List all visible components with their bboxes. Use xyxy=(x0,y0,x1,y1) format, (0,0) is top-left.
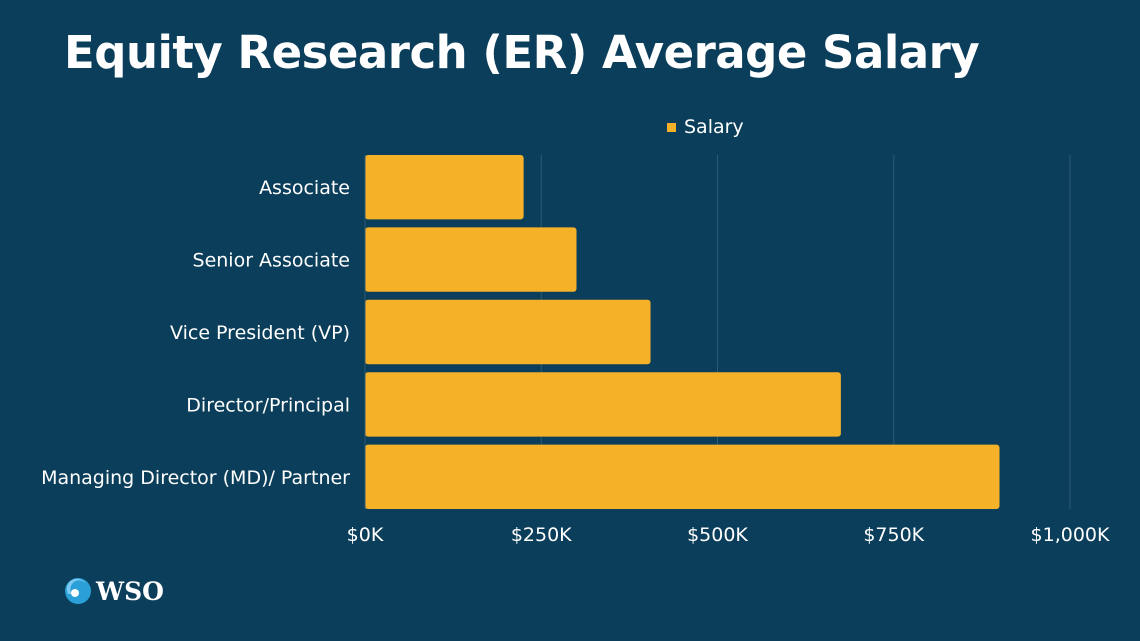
category-label: Vice President (VP) xyxy=(170,322,350,344)
legend-swatch xyxy=(667,122,676,132)
chart-title: Equity Research (ER) Average Salary xyxy=(64,26,980,79)
globe-logo-icon xyxy=(65,578,91,604)
bar xyxy=(365,444,1000,509)
category-label: Managing Director (MD)/ Partner xyxy=(41,467,350,489)
legend: Salary xyxy=(667,116,744,138)
x-tick-label: $0K xyxy=(347,524,384,546)
category-label: Director/Principal xyxy=(186,394,350,416)
x-tick-label: $1,000K xyxy=(1031,524,1110,546)
bar xyxy=(365,227,577,292)
bar xyxy=(365,155,524,220)
category-label: Senior Associate xyxy=(193,250,350,272)
x-tick-label: $750K xyxy=(863,524,924,546)
legend-label: Salary xyxy=(684,116,744,138)
x-tick-label: $250K xyxy=(511,524,572,546)
wso-logo: WSO xyxy=(63,576,164,606)
bar xyxy=(365,299,651,365)
category-label: Associate xyxy=(259,177,350,199)
x-tick-label: $500K xyxy=(687,524,748,546)
bar xyxy=(365,372,841,437)
logo-text: WSO xyxy=(96,576,164,606)
